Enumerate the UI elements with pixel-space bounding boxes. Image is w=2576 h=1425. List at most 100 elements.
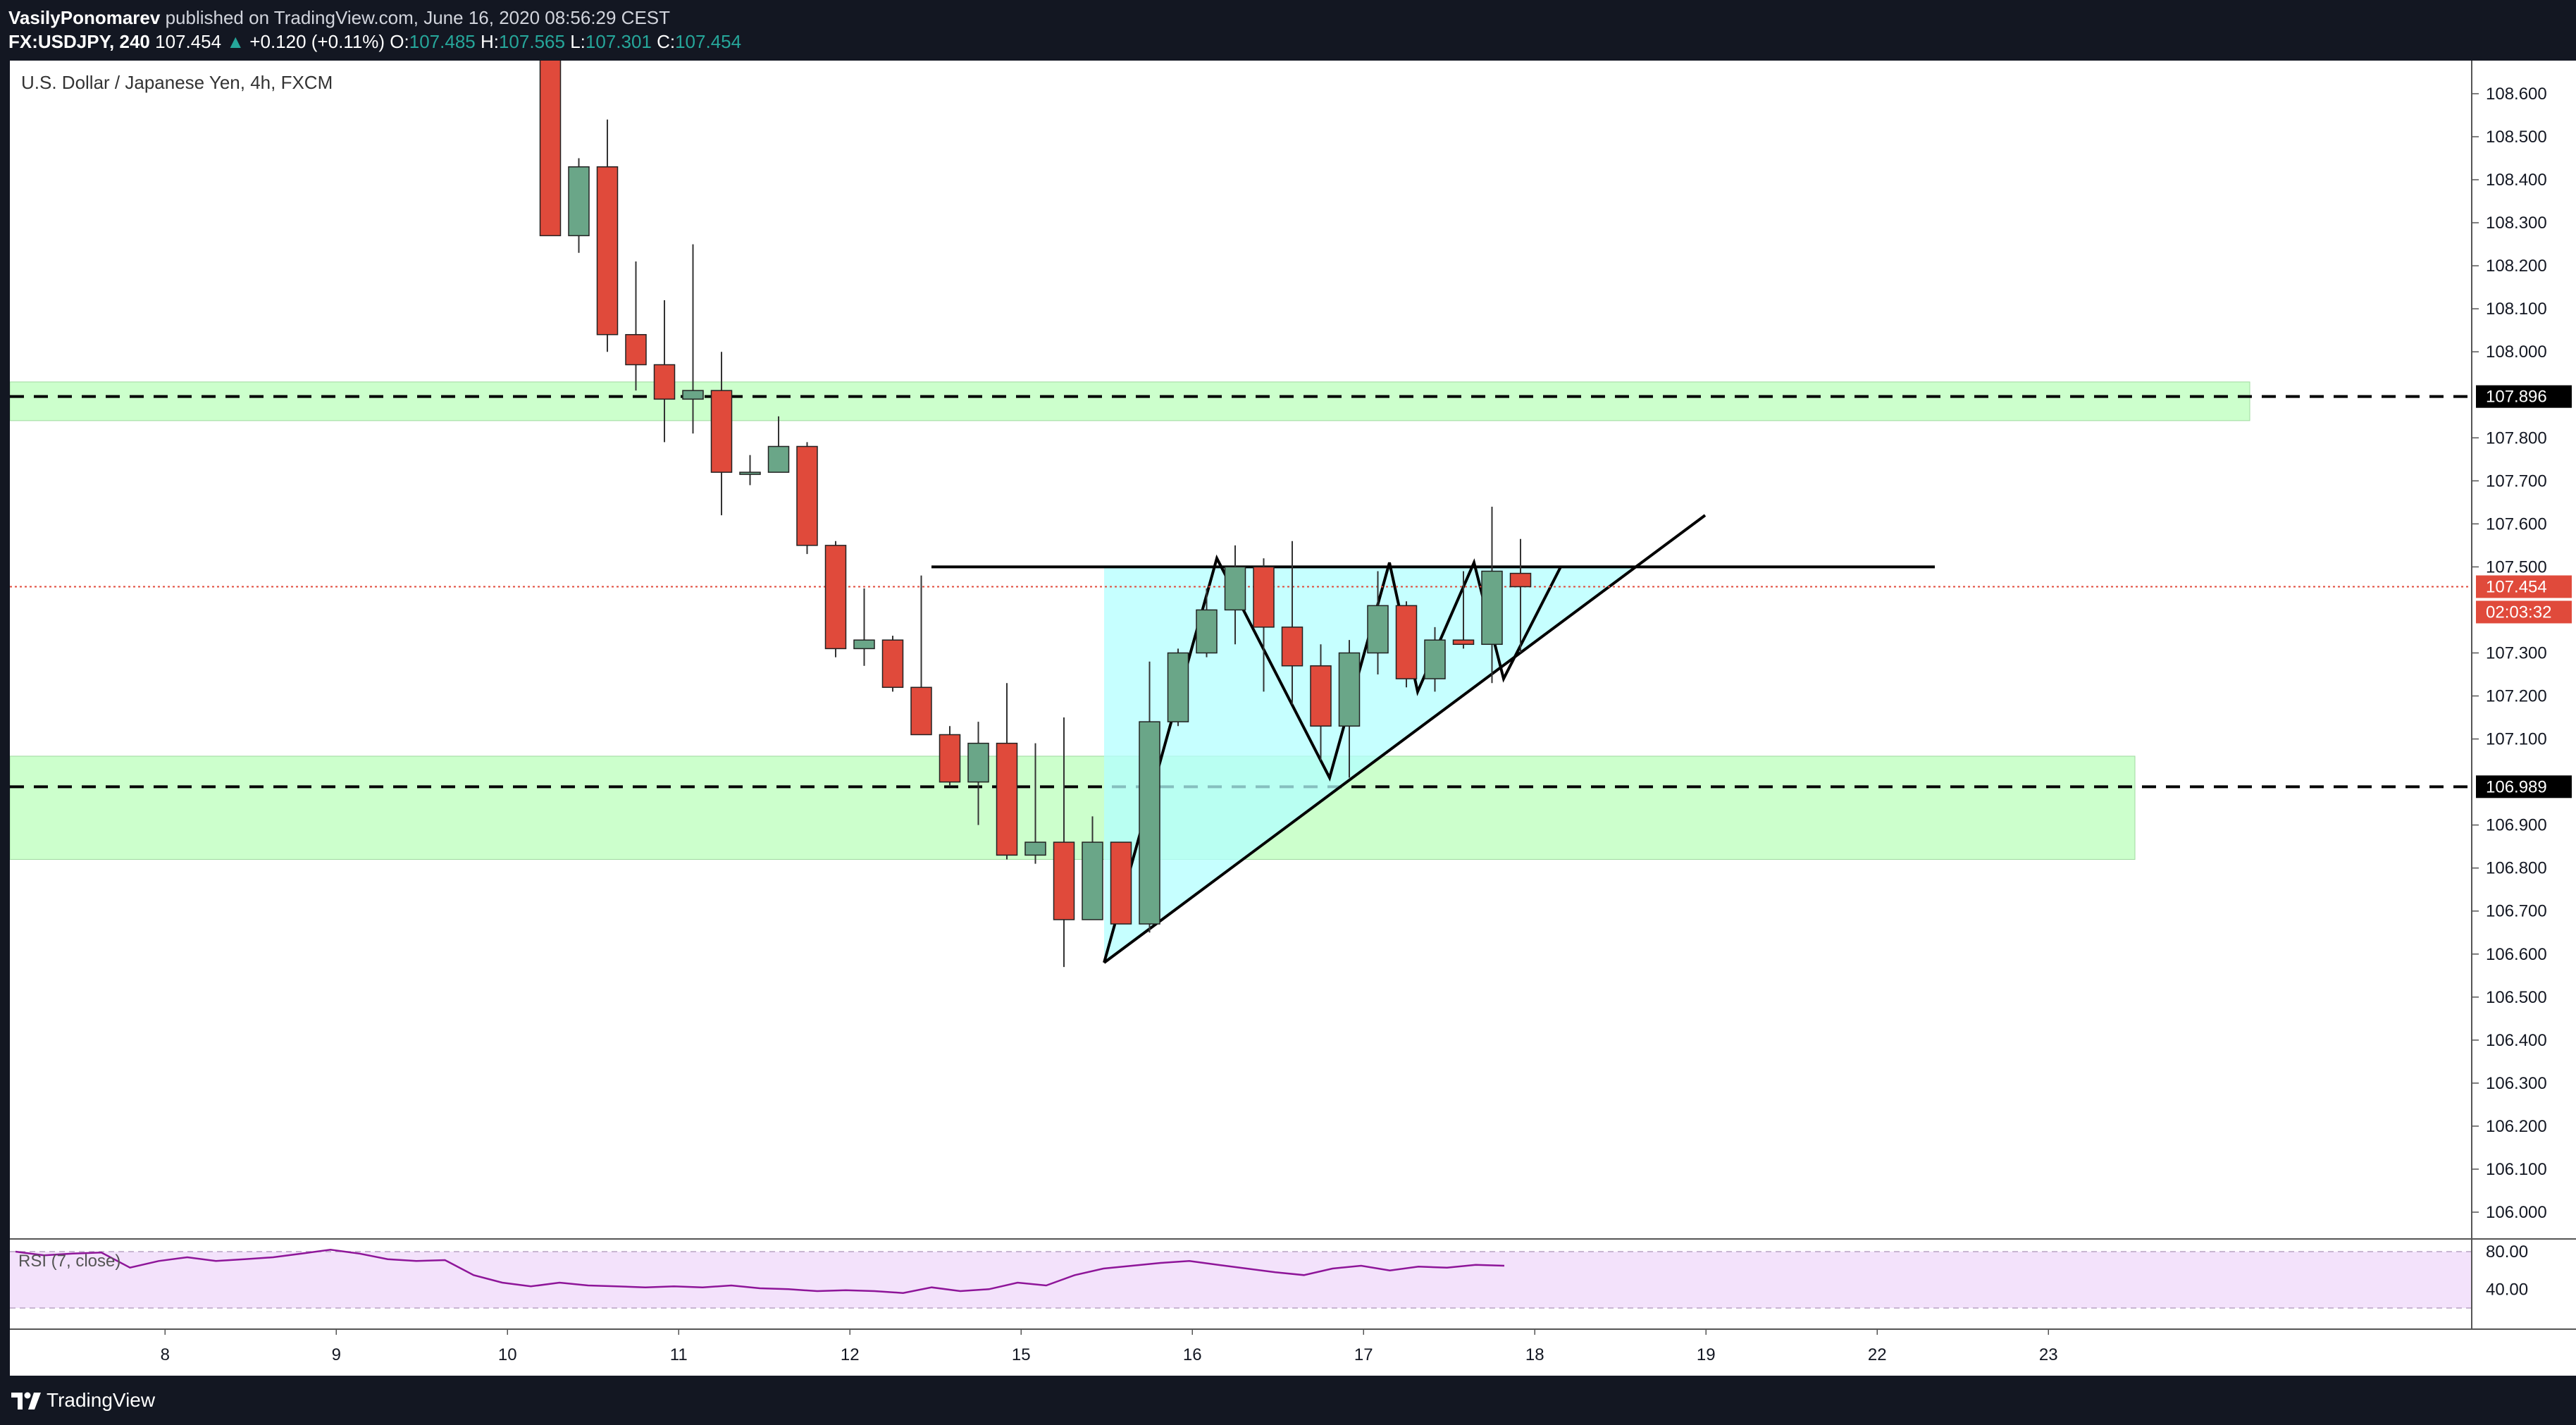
last-price: 107.454: [155, 31, 222, 52]
candle-body: [1424, 639, 1446, 679]
countdown-tag: [2476, 600, 2572, 624]
candle-body: [1024, 841, 1046, 856]
candle-body: [739, 471, 761, 475]
author-name[interactable]: VasilyPonomarev: [8, 7, 161, 28]
open-value: 107.485: [409, 31, 476, 52]
price-tick-label: 107.600: [2486, 514, 2547, 533]
ohlc-line: FX:USDJPY, 240 107.454 ▲ +0.120 (+0.11%)…: [8, 30, 741, 54]
candle-body: [767, 445, 790, 473]
candle-body: [1395, 605, 1418, 679]
candle-body: [653, 364, 676, 400]
close-label: C:: [657, 31, 676, 52]
candle-body: [910, 686, 932, 736]
last-price-tag-label: 107.454: [2486, 577, 2547, 596]
candle-body: [1082, 841, 1103, 920]
symbol-interval: FX:USDJPY, 240: [8, 31, 150, 52]
publish-header: VasilyPonomarev published on TradingView…: [0, 0, 2576, 61]
candle-body: [939, 734, 961, 783]
candle-body: [1367, 605, 1389, 654]
high-label: H:: [480, 31, 499, 52]
ascending-trendline: [1103, 514, 1707, 964]
time-tick-label: 19: [1697, 1345, 1716, 1364]
published-text: published on TradingView.com, June 16, 2…: [165, 7, 671, 28]
price-tick-label: 108.300: [2486, 214, 2547, 233]
candle-body: [853, 639, 875, 650]
candle-body: [824, 545, 847, 650]
time-tick-label: 22: [1868, 1345, 1887, 1364]
footer-bar: TradingView: [0, 1376, 2576, 1425]
level-price-tag: [2476, 385, 2572, 408]
candle-body: [1281, 627, 1304, 667]
candle-body: [1253, 566, 1275, 628]
publish-info: VasilyPonomarev published on TradingView…: [8, 6, 670, 30]
candle-body: [881, 639, 904, 689]
price-tick-label: 106.100: [2486, 1160, 2547, 1179]
countdown-tag-label: 02:03:32: [2486, 603, 2551, 622]
candle-body: [1167, 652, 1189, 722]
candle-body: [1196, 609, 1218, 654]
chart-area[interactable]: 108.600 108.500 108.400 108.300 108.200 108.1…: [0, 61, 2576, 1376]
price-tick-label: 106.800: [2486, 859, 2547, 878]
time-tick-label: 17: [1354, 1345, 1373, 1364]
level-price-tag-label: 106.989: [2486, 777, 2547, 796]
time-tick-label: 16: [1183, 1345, 1202, 1364]
candle-body: [1481, 570, 1503, 646]
time-tick-label: 11: [670, 1345, 688, 1364]
time-tick-label: 9: [332, 1345, 341, 1364]
price-tick-label: 108.100: [2486, 300, 2547, 319]
candle-body: [682, 390, 704, 400]
candle-body: [568, 166, 590, 237]
price-tick-label: 106.500: [2486, 988, 2547, 1007]
price-tick-label: 108.600: [2486, 85, 2547, 104]
price-tick-label: 107.300: [2486, 643, 2547, 662]
candle-body: [796, 445, 818, 546]
price-tick-label: 106.300: [2486, 1074, 2547, 1093]
low-value: 107.301: [585, 31, 652, 52]
tradingview-logo-icon[interactable]: [10, 1388, 42, 1412]
time-tick-label: 18: [1525, 1345, 1544, 1364]
tradingview-brand[interactable]: TradingView: [47, 1389, 156, 1411]
level-price-tag-label: 107.896: [2486, 388, 2547, 407]
candle-body: [1310, 665, 1332, 727]
candle-body: [710, 390, 733, 473]
left-frame: [0, 61, 10, 1376]
time-tick-label: 12: [841, 1345, 860, 1364]
price-tick-label: 107.500: [2486, 557, 2547, 576]
candle-body: [1053, 841, 1075, 920]
time-tick-label: 23: [2039, 1345, 2058, 1364]
candle-body: [1139, 721, 1160, 925]
open-label: O:: [390, 31, 409, 52]
price-tick-label: 107.200: [2486, 687, 2547, 706]
close-value: 107.454: [675, 31, 742, 52]
candle-body: [1338, 652, 1361, 727]
rsi-axis-label: 80.00: [2486, 1242, 2528, 1261]
candle-body: [1224, 566, 1246, 611]
price-tick-label: 108.500: [2486, 128, 2547, 147]
rsi-label: RSI (7, close): [18, 1252, 121, 1271]
candle-body: [625, 334, 647, 366]
candle-body: [1452, 639, 1475, 646]
main-pane: [10, 61, 2471, 968]
price-tick-label: 107.100: [2486, 730, 2547, 749]
price-tick-label: 106.900: [2486, 816, 2547, 835]
price-tick-label: 107.700: [2486, 471, 2547, 491]
support-resistance-zone: [10, 381, 2250, 421]
rsi-axis-label: 40.00: [2486, 1280, 2528, 1299]
symbol-description: U.S. Dollar / Japanese Yen, 4h, FXCM: [21, 72, 333, 93]
high-value: 107.565: [498, 31, 565, 52]
up-triangle-icon: ▲: [226, 31, 245, 52]
time-tick-label: 8: [161, 1345, 170, 1364]
candle-body: [1509, 572, 1532, 588]
price-tick-label: 106.700: [2486, 902, 2547, 921]
price-tick-label: 108.000: [2486, 343, 2547, 362]
rsi-line: [15, 1249, 1505, 1294]
price-tick-label: 108.400: [2486, 171, 2547, 190]
level-price-tag: [2476, 775, 2572, 798]
price-change: +0.120 (+0.11%): [249, 31, 385, 52]
price-tick-label: 106.200: [2486, 1117, 2547, 1136]
time-tick-label: 10: [498, 1345, 517, 1364]
candle-body: [996, 742, 1018, 856]
price-tick-label: 107.800: [2486, 428, 2547, 448]
last-price-tag: [2476, 575, 2572, 598]
chart-canvas[interactable]: 108.600 108.500 108.400 108.300 108.200 108.1…: [0, 61, 2576, 1376]
